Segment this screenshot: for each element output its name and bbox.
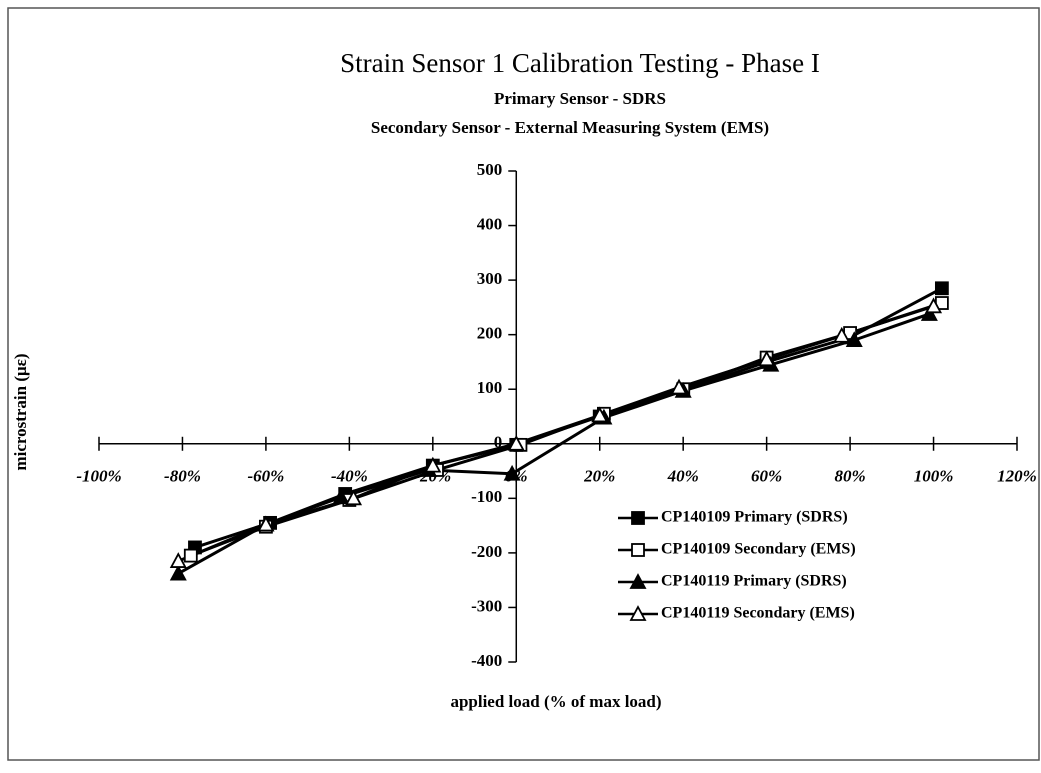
y-axis-label: microstrain (με) — [11, 353, 30, 470]
marker — [424, 456, 442, 473]
marker — [833, 326, 851, 343]
x-tick-label: -100% — [76, 467, 121, 486]
legend-label: CP140119 Secondary (EMS) — [661, 605, 855, 622]
legend-marker — [629, 605, 647, 621]
y-tick-label: -300 — [471, 596, 502, 615]
subtitle: Primary Sensor - SDRS — [494, 89, 666, 108]
marker — [345, 489, 363, 506]
x-tick-label: -80% — [164, 467, 201, 486]
x-tick-label: 120% — [997, 467, 1037, 486]
marker — [183, 548, 198, 563]
marker — [332, 488, 350, 505]
marker — [507, 434, 525, 451]
legend-marker — [629, 573, 647, 589]
y-tick-label: 300 — [477, 269, 503, 288]
x-tick-label: -60% — [247, 467, 284, 486]
y-tick-label: 200 — [477, 324, 503, 343]
legend-label: CP140109 Primary (SDRS) — [661, 509, 848, 526]
x-tick-label: 100% — [914, 467, 954, 486]
legend-label: CP140109 Secondary (EMS) — [661, 541, 856, 558]
y-tick-label: 500 — [477, 160, 503, 179]
marker — [169, 564, 187, 581]
x-tick-label: 60% — [751, 467, 782, 486]
marker — [758, 350, 776, 367]
y-tick-label: 100 — [477, 378, 503, 397]
legend-marker — [631, 543, 645, 557]
subtitle: Secondary Sensor - External Measuring Sy… — [371, 118, 769, 137]
marker — [925, 297, 943, 314]
legend-marker — [631, 511, 645, 525]
marker — [503, 464, 521, 481]
marker — [934, 281, 949, 296]
x-tick-label: 40% — [667, 467, 699, 486]
marker — [920, 305, 938, 321]
chart-title: Strain Sensor 1 Calibration Testing - Ph… — [340, 48, 820, 78]
series-line — [177, 312, 930, 575]
series-line — [177, 304, 935, 563]
marker — [591, 406, 609, 423]
marker — [845, 331, 863, 348]
legend-label: CP140119 Primary (SDRS) — [661, 573, 847, 590]
y-tick-label: -400 — [471, 651, 502, 670]
x-tick-label: 80% — [835, 467, 866, 486]
y-tick-label: -100 — [471, 487, 502, 506]
marker — [670, 378, 688, 395]
y-tick-label: 0 — [494, 433, 503, 452]
y-tick-label: 400 — [477, 214, 503, 233]
x-tick-label: -40% — [331, 467, 368, 486]
y-tick-label: -200 — [471, 542, 502, 561]
marker — [257, 515, 275, 532]
x-axis-label: applied load (% of max load) — [450, 692, 661, 711]
x-tick-label: 20% — [583, 467, 615, 486]
marker — [169, 552, 187, 568]
frame — [7, 7, 1040, 761]
